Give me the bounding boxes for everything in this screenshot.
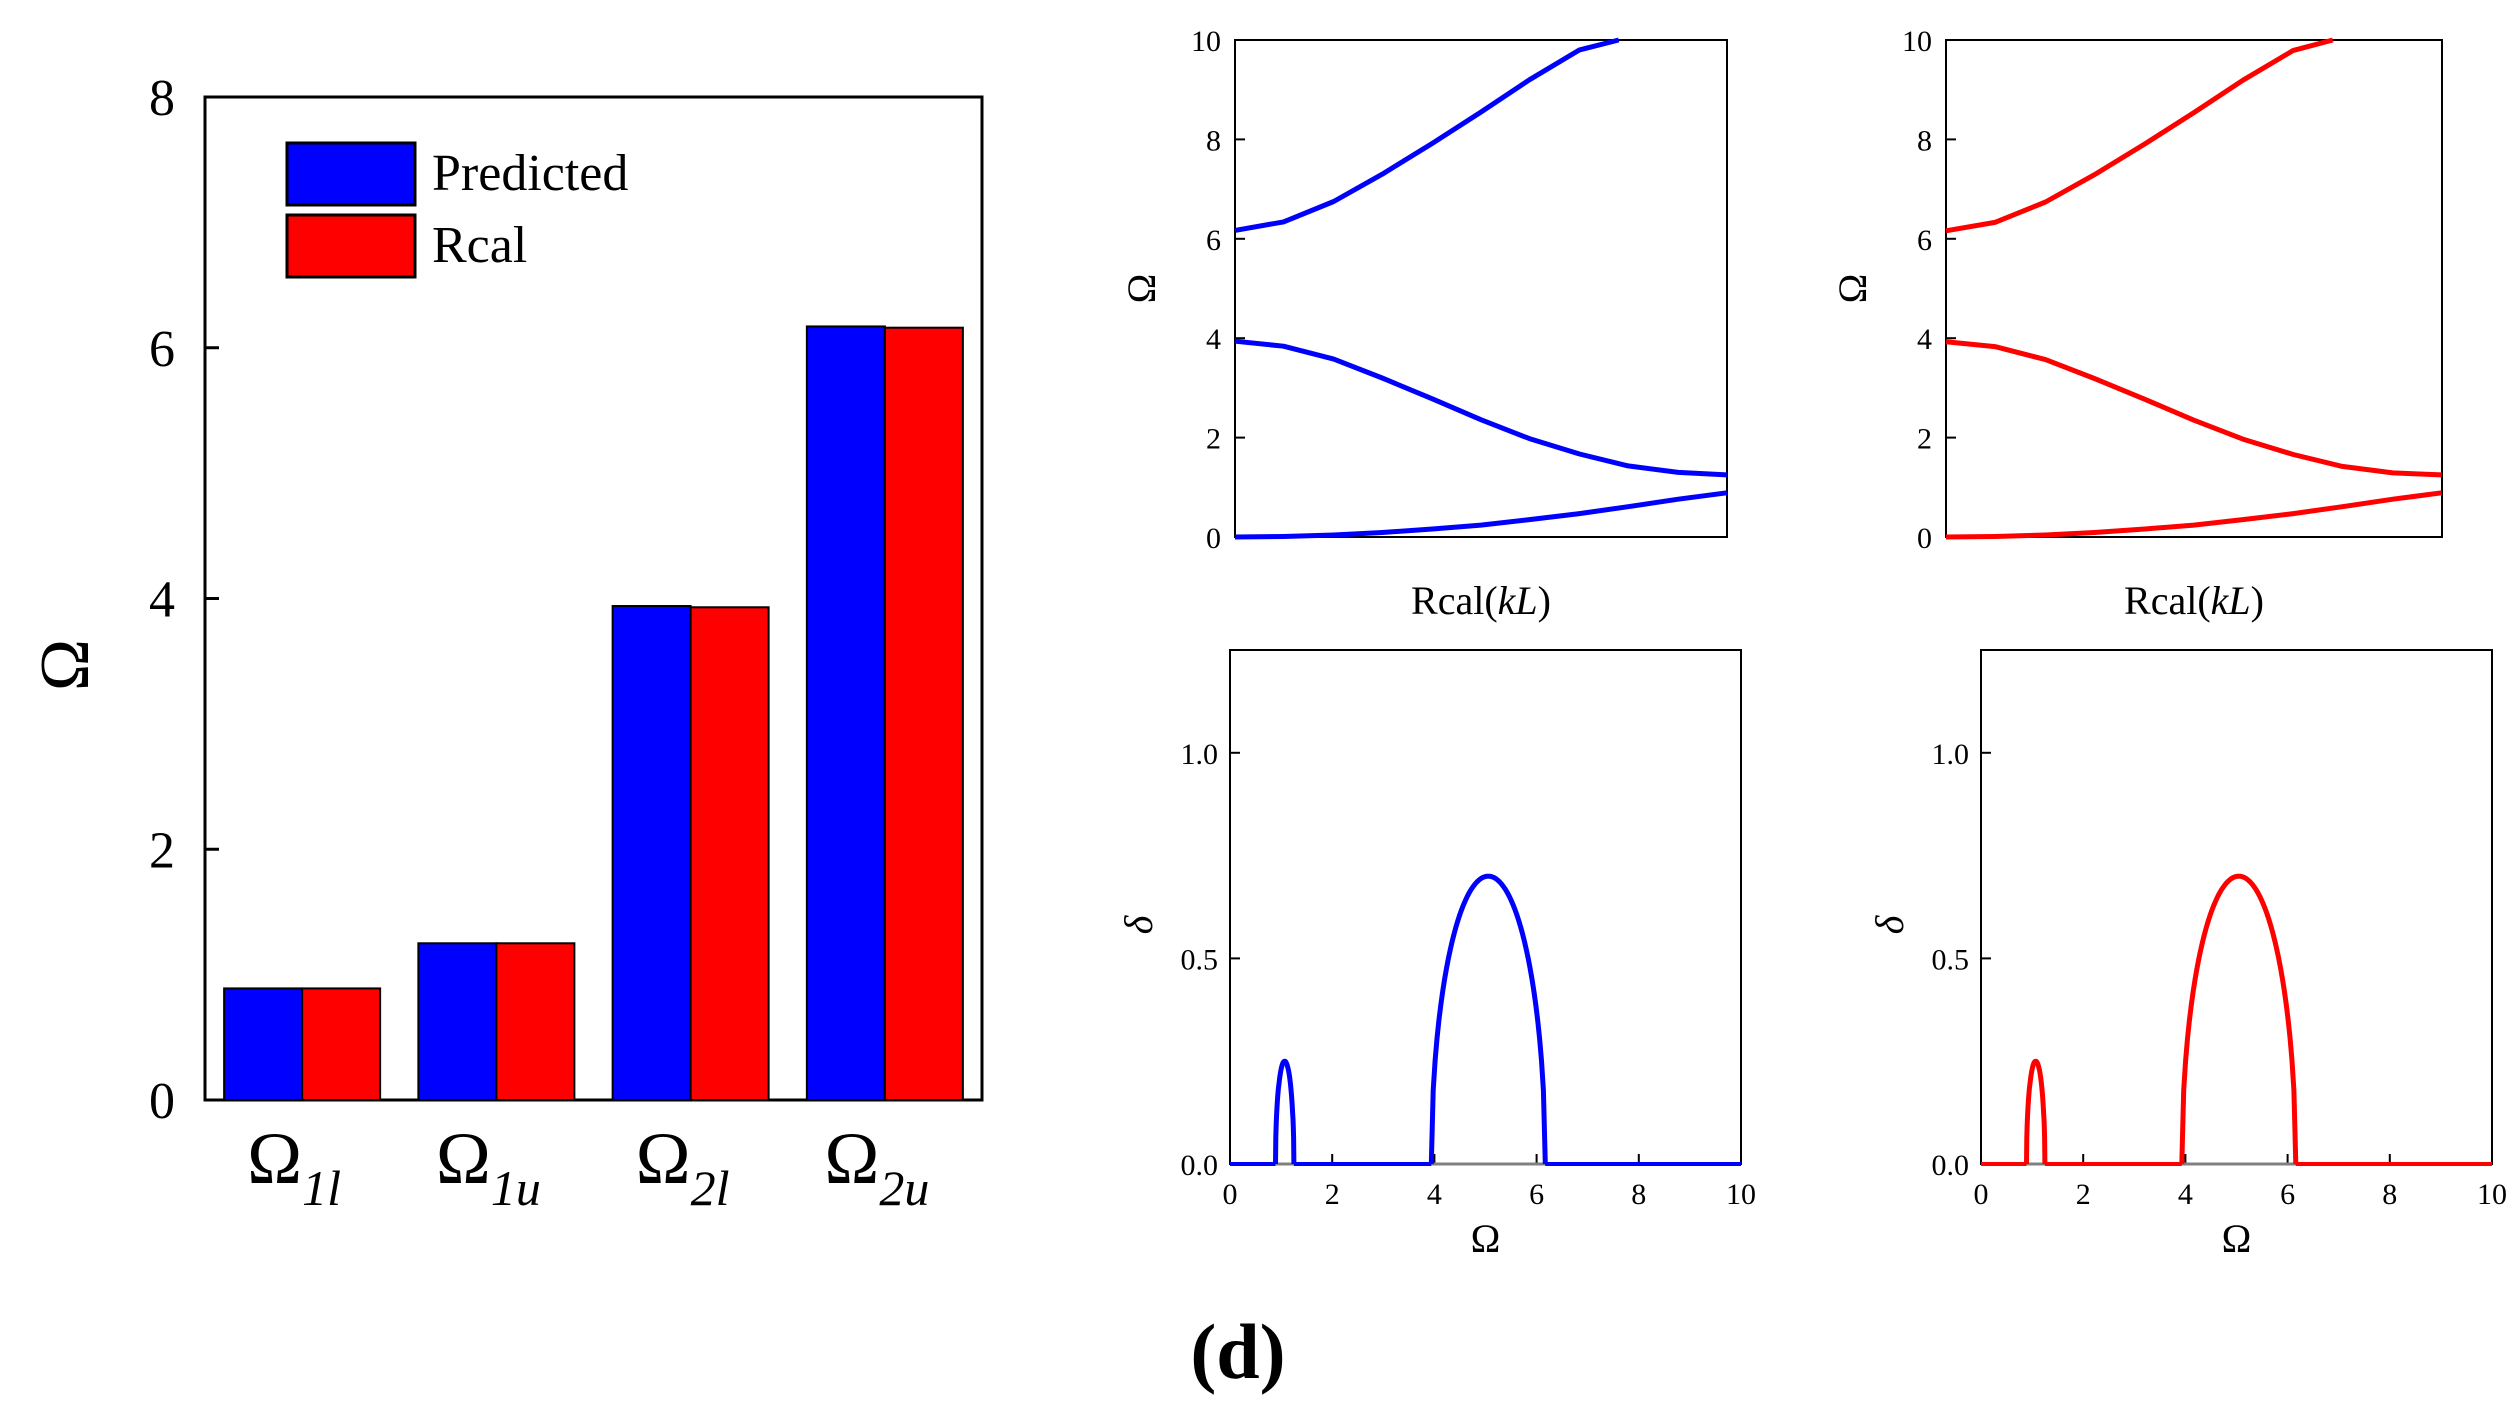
x-tick-label: 2 [2076,1178,2091,1211]
x-axis-label: Ω [2222,1216,2252,1261]
y-tick-label: 6 [1917,224,1932,257]
y-tick-label: 1.0 [1932,738,1970,771]
y-tick-label: 6 [149,321,175,378]
dispersion-branch-3 [1945,37,2334,234]
x-tick-label: Ω1u [436,1118,541,1216]
attenuation-band-gap-2 [2179,873,2299,1165]
attenuation-band-gap-2 [1428,873,1548,1165]
x-tick-label: 0 [1974,1178,1989,1211]
y-tick-label: 2 [1206,423,1221,456]
x-tick-label: 4 [2178,1178,2193,1211]
dispersion-chart-predicted: 0 2 4 6 8 10 Ω Rcal(kL) [1119,25,1728,623]
bar-predicted-2l [611,605,692,1102]
y-axis-label: Ω [1830,274,1875,304]
attenuation-band-gap-1 [1273,1058,1297,1165]
attenuation-band-gap-1 [2024,1058,2048,1165]
y-tick-label: 0.0 [1181,1149,1219,1182]
y-tick-label: 4 [149,572,175,629]
dispersion-branch-3 [1234,37,1620,233]
legend-label-predicted: Predicted [432,145,628,202]
y-tick-label: 0.0 [1932,1149,1970,1182]
x-tick-label: 8 [2382,1178,2397,1211]
x-axis-label: Ω [1471,1216,1501,1261]
y-tick-label: 1.0 [1181,738,1219,771]
x-axis-label: Rcal(kL) [2124,578,2264,623]
dispersion-branch-1 [1234,490,1728,540]
y-axis-label: δ [1867,914,1912,934]
dispersion-chart-real: 0 2 4 6 8 10 Ω Rcal(kL) [1830,25,2443,623]
x-tick-label: 6 [1529,1178,1544,1211]
bar-chart: 0 2 4 6 8 Ω Ω1l Ω1u Ω2l Ω2u Predicted Rcal [27,70,984,1216]
x-tick-label: 6 [2280,1178,2295,1211]
attenuation-chart-real: 0.0 0.5 1.0 0 2 4 6 8 10 δ Ω [1867,649,2507,1261]
plot-frame [1234,39,1728,538]
y-tick-label: 8 [1206,124,1221,157]
x-tick-label: 2 [1325,1178,1340,1211]
bar-predicted-1l [223,987,304,1102]
x-tick-label: 8 [1631,1178,1646,1211]
y-tick-label: 10 [1902,25,1932,58]
y-tick-label: 0 [149,1073,175,1130]
x-tick-label: 10 [1726,1178,1756,1211]
bar-rcal-2l [689,606,770,1101]
y-tick-label: 0.5 [1932,943,1970,976]
legend-swatch-rcal [285,213,417,279]
x-tick-label: Ω1l [247,1118,341,1216]
y-tick-label: 6 [1206,224,1221,257]
x-tick-label: 0 [1223,1178,1238,1211]
y-tick-label: 2 [1917,423,1932,456]
bar-rcal-1u [495,942,576,1101]
y-tick-label: 8 [1917,124,1932,157]
y-tick-label: 8 [149,70,175,127]
x-tick-label: 4 [1427,1178,1442,1211]
y-axis-label: δ [1116,914,1161,934]
dispersion-branch-1 [1945,490,2443,540]
bar-predicted-2u [805,325,886,1101]
y-axis-label: Ω [1119,274,1164,304]
legend-label-rcal: Rcal [432,217,527,274]
dispersion-branch-2 [1945,339,2442,478]
x-tick-label: 10 [2477,1178,2507,1211]
x-tick-label: Ω2l [636,1118,730,1216]
y-tick-label: 2 [149,822,175,879]
panel-label: (d) [1190,1308,1285,1395]
dispersion-branch-2 [1234,338,1727,478]
y-tick-label: 0 [1206,522,1221,555]
bar-rcal-2u [883,326,964,1101]
x-axis-label: Rcal(kL) [1411,578,1551,623]
y-tick-label: 0.5 [1181,943,1219,976]
y-tick-label: 0 [1917,522,1932,555]
attenuation-chart-predicted: 0.0 0.5 1.0 0 2 4 6 8 10 δ Ω [1116,649,1756,1261]
y-tick-label: 4 [1917,323,1932,356]
y-axis-label: Ω [27,639,104,691]
legend-swatch-predicted [285,141,417,207]
plot-frame [1945,39,2443,538]
bar-predicted-1u [417,942,498,1101]
y-tick-label: 10 [1191,25,1221,58]
bar-rcal-1l [301,987,382,1102]
x-tick-label: Ω2u [824,1118,929,1216]
y-tick-label: 4 [1206,323,1221,356]
